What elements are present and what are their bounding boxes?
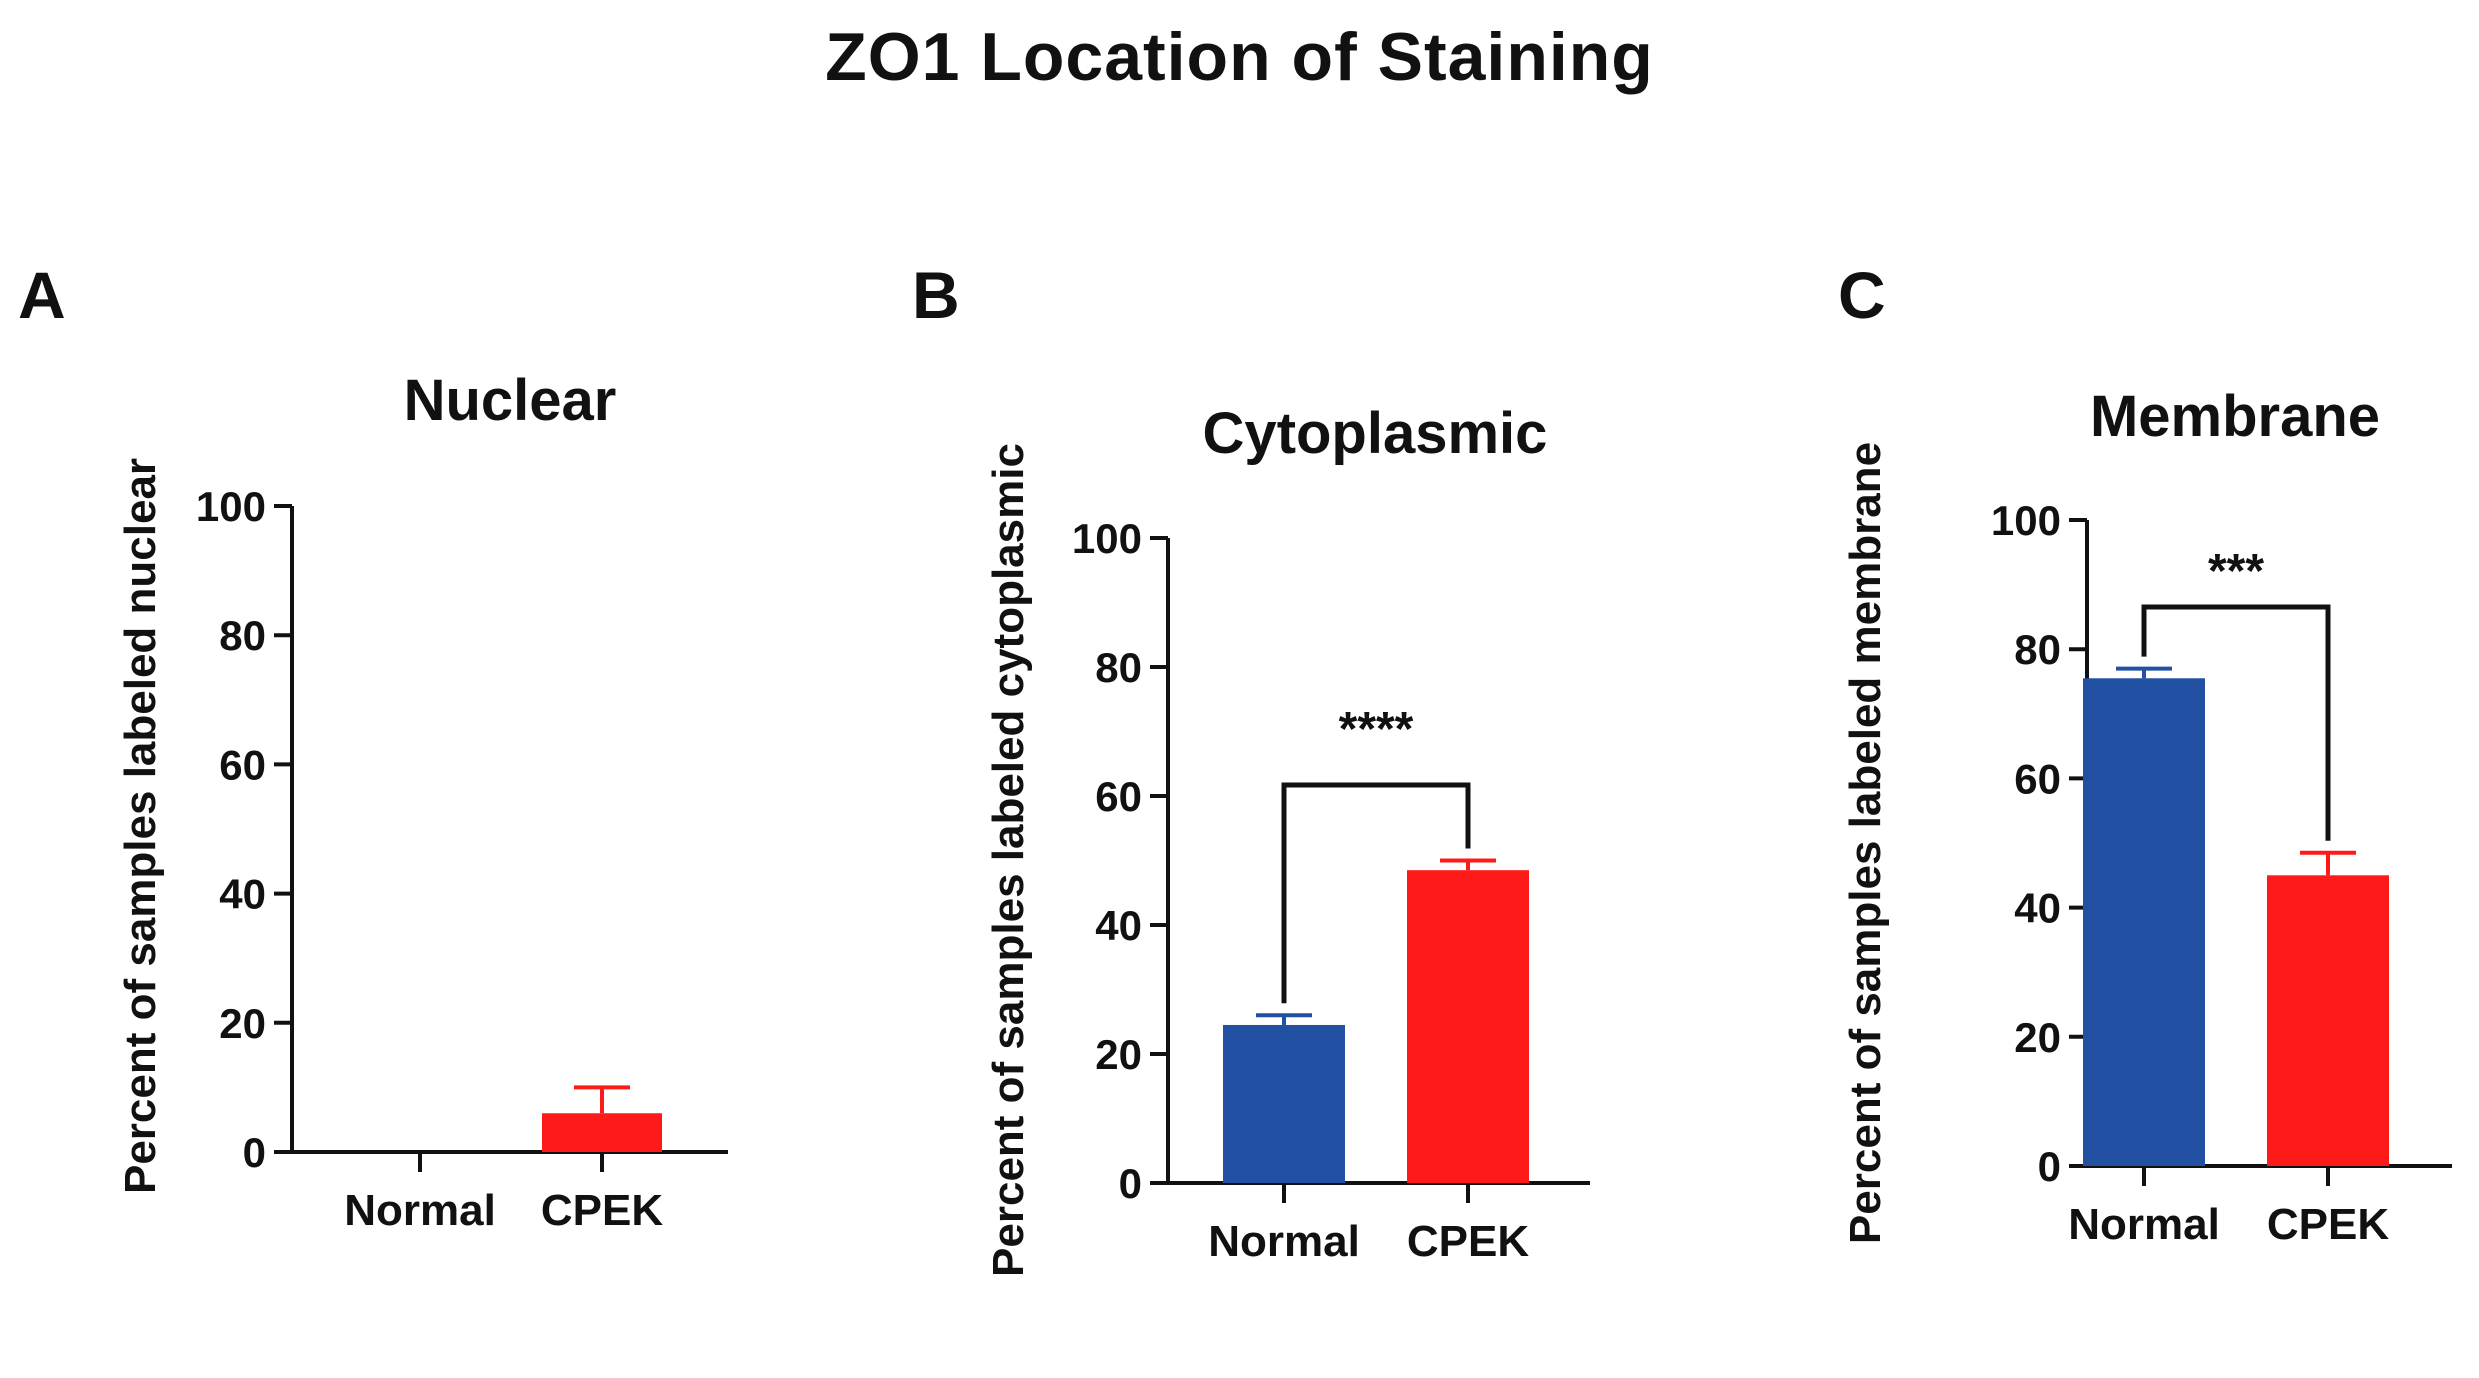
panel-b-ytick-label: 80 bbox=[1095, 644, 1142, 691]
panel-c-bar-normal bbox=[2083, 678, 2205, 1166]
panel-b-category-label: Normal bbox=[1208, 1217, 1360, 1266]
panel-b-letter: B bbox=[912, 258, 960, 332]
panel-a-ytick-label: 100 bbox=[196, 483, 266, 530]
panel-a-letter: A bbox=[18, 258, 66, 332]
panel-a-ylabel: Percent of samples labeled nuclear bbox=[116, 458, 165, 1194]
panel-c-ytick-label: 20 bbox=[2014, 1014, 2061, 1061]
panel-c-category-label: Normal bbox=[2068, 1200, 2220, 1249]
panel-b-bar-cpek bbox=[1407, 870, 1529, 1183]
panel-b-ylabel: Percent of samples labeled cytoplasmic bbox=[984, 443, 1033, 1277]
panel-b-significance-bracket bbox=[1281, 782, 1471, 1004]
panel-b-category-label: CPEK bbox=[1407, 1217, 1529, 1266]
panel-c-letter: C bbox=[1838, 258, 1886, 332]
panel-a-category-label: Normal bbox=[344, 1186, 496, 1235]
panel-b-ytick-label: 0 bbox=[1119, 1160, 1142, 1207]
panel-b-ytick-label: 60 bbox=[1095, 773, 1142, 820]
panel-a-title: Nuclear bbox=[404, 368, 617, 433]
panel-b-bar-normal bbox=[1223, 1024, 1345, 1183]
panel-a-bar-cpek bbox=[542, 1113, 662, 1152]
figure-title: ZO1 Location of Staining bbox=[825, 19, 1654, 95]
panel-c-ytick-label: 0 bbox=[2038, 1143, 2061, 1190]
panel-b-ytick-label: 100 bbox=[1072, 515, 1142, 562]
panel-a-category-label: CPEK bbox=[541, 1186, 663, 1235]
panel-b-ytick-label: 20 bbox=[1095, 1031, 1142, 1078]
panel-c-title: Membrane bbox=[2090, 384, 2380, 449]
panel-b-ytick-label: 40 bbox=[1095, 902, 1142, 949]
panel-a-ytick-label: 80 bbox=[219, 612, 266, 659]
panel-b-significance-label: **** bbox=[1339, 703, 1414, 756]
panel-a-ytick-label: 0 bbox=[243, 1129, 266, 1176]
panel-c-ytick-label: 60 bbox=[2014, 755, 2061, 802]
panel-a-ytick-label: 20 bbox=[219, 1000, 266, 1047]
panel-c-ytick-label: 40 bbox=[2014, 885, 2061, 932]
panel-b-title: Cytoplasmic bbox=[1203, 401, 1548, 466]
panel-a-ytick-label: 60 bbox=[219, 741, 266, 788]
panel-c-ytick-label: 80 bbox=[2014, 626, 2061, 673]
panel-c-category-label: CPEK bbox=[2267, 1200, 2389, 1249]
panel-c-ytick-label: 100 bbox=[1991, 497, 2061, 544]
panel-c-bar-cpek bbox=[2267, 875, 2389, 1166]
panel-c-significance-label: *** bbox=[2208, 545, 2264, 598]
panel-c-ylabel: Percent of samples labeled membrane bbox=[1841, 442, 1890, 1244]
panel-a-ytick-label: 40 bbox=[219, 871, 266, 918]
panel-c-significance-bracket bbox=[2141, 604, 2331, 841]
